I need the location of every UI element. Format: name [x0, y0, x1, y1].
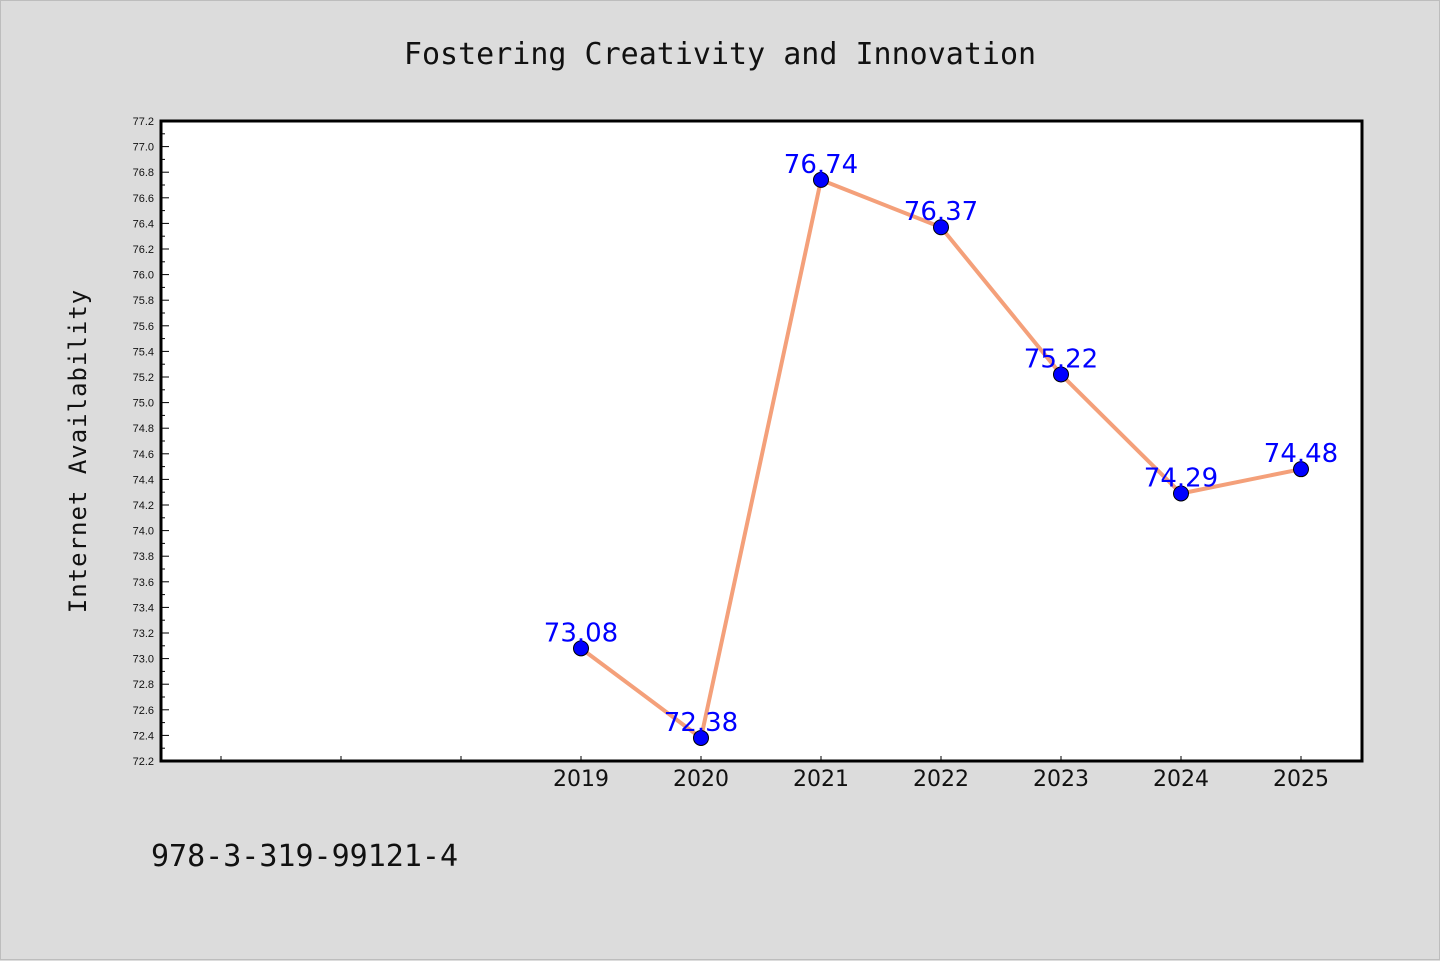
y-axis: 72.2 72.4 72.6 72.8 73.0 73.2 73.4 73.6 73.8 74.0…	[133, 116, 169, 768]
data-label: 75.22	[1024, 344, 1098, 374]
x-tick-label: 2024	[1153, 767, 1209, 792]
data-point	[813, 171, 829, 188]
data-point	[573, 640, 589, 657]
y-tick-label: 77.0	[133, 142, 154, 154]
y-tick-label: 72.2	[133, 756, 154, 768]
y-tick-label: 73.0	[133, 654, 154, 666]
data-point	[693, 729, 709, 746]
data-point	[1173, 485, 1189, 502]
y-tick-label: 77.2	[133, 116, 154, 128]
y-tick-label: 73.2	[133, 628, 154, 640]
x-tick-label: 2020	[673, 767, 729, 792]
chart-title: Fostering Creativity and Innovation	[404, 37, 1036, 72]
y-tick-label: 76.8	[133, 167, 154, 179]
y-tick-label: 76.0	[133, 270, 154, 282]
x-tick-label: 2019	[553, 767, 609, 792]
y-tick-label: 74.6	[133, 449, 154, 461]
y-tick-label: 72.8	[133, 679, 154, 691]
y-tick-label: 76.2	[133, 244, 154, 256]
y-tick-label: 72.6	[133, 705, 154, 717]
y-tick-label: 74.2	[133, 500, 154, 512]
y-tick-label: 74.8	[133, 423, 154, 435]
data-label: 76.37	[904, 197, 978, 227]
x-axis: 2019 2020 2021 2022 2023 2024 2025	[220, 756, 1329, 792]
plot-area	[159, 119, 1364, 763]
data-label: 72.38	[664, 708, 738, 738]
y-tick-label: 75.4	[133, 346, 154, 358]
y-tick-label: 76.4	[133, 218, 154, 230]
y-tick-label: 75.8	[133, 295, 154, 307]
x-tick-label: 2025	[1273, 767, 1329, 792]
y-axis-label: Internet Availability	[64, 289, 92, 613]
data-label: 74.48	[1264, 439, 1338, 469]
isbn-text: 978-3-319-99121-4	[151, 839, 458, 874]
data-labels-group: 73.08 72.38 76.74 76.37 75.22 74.29 74.48	[544, 150, 1338, 738]
y-tick-label: 75.0	[133, 398, 154, 410]
y-tick-label: 72.4	[133, 730, 154, 742]
data-label: 76.74	[784, 150, 858, 180]
y-tick-label: 75.2	[133, 372, 154, 384]
y-tick-label: 73.6	[133, 577, 154, 589]
y-tick-label: 74.4	[133, 474, 154, 486]
y-tick-label: 73.4	[133, 602, 154, 614]
x-tick-label: 2022	[913, 767, 969, 792]
data-point	[1293, 461, 1309, 478]
data-point	[933, 219, 949, 236]
y-tick-label: 75.6	[133, 321, 154, 333]
y-tick-label: 76.6	[133, 193, 154, 205]
x-tick-label: 2023	[1033, 767, 1089, 792]
x-tick-label: 2021	[793, 767, 849, 792]
data-point	[1053, 366, 1069, 383]
markers-group	[573, 171, 1309, 746]
y-tick-label: 74.0	[133, 526, 154, 538]
data-label: 73.08	[544, 618, 618, 648]
data-label: 74.29	[1144, 463, 1218, 493]
y-tick-label: 73.8	[133, 551, 154, 563]
